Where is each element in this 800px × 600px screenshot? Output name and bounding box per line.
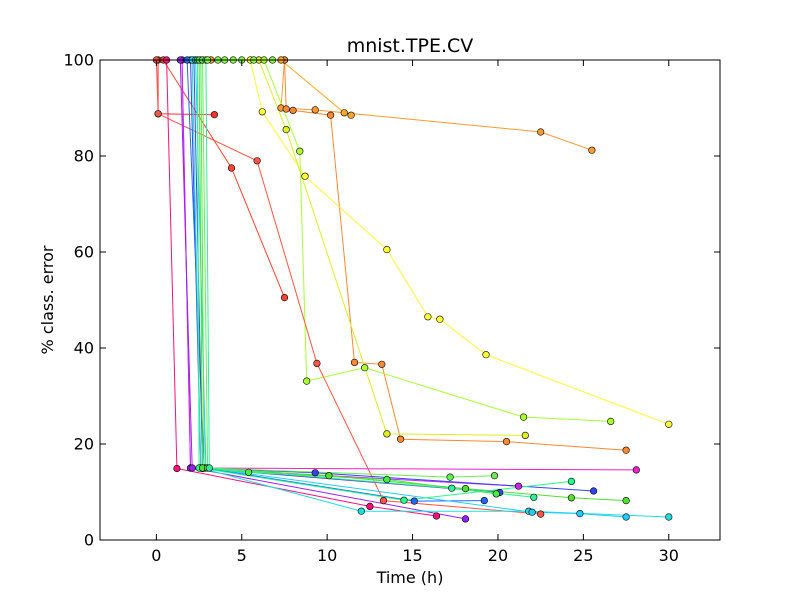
data-point-13-2 (311, 469, 319, 477)
data-point-19-3 (383, 475, 391, 484)
data-point-14-2 (410, 497, 418, 505)
data-point-1-8 (622, 446, 630, 454)
data-point-8-2 (280, 294, 289, 302)
data-point-1-3 (327, 111, 335, 119)
data-point-12-1 (188, 464, 196, 472)
data-point-1-5 (378, 360, 386, 368)
series-line-3 (249, 59, 669, 425)
data-point-19-4 (492, 490, 500, 498)
data-point-7-2 (253, 157, 261, 165)
data-point-7-5 (537, 510, 545, 518)
data-point-9-1 (173, 464, 181, 473)
data-point-10-2 (632, 466, 640, 474)
ticks-group: 0 5 10 15 20 25 30 0 20 40 60 80 100 (63, 51, 720, 565)
data-point-6-2 (210, 111, 218, 119)
y-tick-label: 40 (74, 339, 94, 358)
data-point-11-2 (514, 482, 523, 490)
series-line-4 (258, 59, 526, 436)
x-tick-label: 20 (488, 546, 508, 565)
y-tick-label: 100 (63, 51, 94, 70)
data-point-5-4 (519, 413, 528, 421)
data-point-12-2 (461, 515, 470, 523)
data-point-4-3 (521, 431, 529, 440)
data-point-2-1 (340, 109, 348, 117)
data-point-0-5 (588, 146, 596, 154)
data-point-21-3 (490, 472, 499, 480)
data-point-20-2 (325, 472, 333, 480)
data-point-5-1 (296, 147, 304, 155)
series-line-20 (198, 59, 627, 502)
data-point-1-6 (397, 435, 405, 443)
data-point-3-2 (301, 172, 309, 180)
data-point-3-7 (665, 420, 673, 428)
data-point-13-3 (589, 487, 598, 495)
y-tick-label: 80 (74, 147, 94, 166)
data-point-16-4 (665, 513, 673, 521)
data-point-20-3 (461, 485, 470, 493)
data-point-19-2 (245, 468, 253, 476)
plot-frame (99, 59, 721, 541)
y-tick-label: 0 (84, 531, 94, 550)
data-point-20-4 (567, 494, 576, 502)
data-point-17-2 (528, 508, 536, 516)
data-point-1-1 (282, 105, 290, 113)
data-point-18-3 (567, 477, 576, 486)
series-line-7 (155, 59, 541, 515)
data-point-7-4 (379, 497, 388, 505)
points-group (152, 56, 673, 523)
data-point-17-3 (576, 509, 584, 518)
data-point-5-2 (303, 377, 311, 385)
x-tick-label: 25 (573, 546, 593, 565)
data-point-7-1 (154, 110, 162, 118)
data-point-9-2 (366, 502, 374, 511)
series-line-5 (263, 59, 611, 422)
x-axis-label: Time (h) (376, 568, 444, 587)
data-point-4-1 (282, 126, 290, 134)
y-tick-label: 20 (74, 435, 94, 454)
data-point-16-2 (357, 507, 365, 515)
data-point-22-3 (530, 493, 538, 501)
data-point-3-1 (258, 108, 266, 116)
data-point-17-4 (622, 513, 630, 521)
x-tick-label: 10 (317, 546, 337, 565)
data-point-1-7 (502, 438, 511, 446)
data-point-22-2 (448, 484, 456, 492)
data-point-7-3 (313, 359, 321, 368)
data-point-21-2 (446, 473, 454, 481)
data-point-3-5 (436, 315, 444, 323)
y-tick-label: 60 (74, 243, 94, 262)
data-point-14-3 (480, 497, 488, 505)
y-axis-label: % class. error (38, 245, 57, 354)
x-tick-label: 30 (659, 546, 679, 565)
data-point-3-6 (482, 351, 490, 359)
data-point-0-3 (311, 106, 319, 114)
data-point-3-4 (424, 313, 432, 321)
x-tick-label: 15 (402, 546, 422, 565)
data-point-5-3 (361, 364, 369, 372)
chart-title: mnist.TPE.CV (347, 35, 474, 57)
data-point-18-2 (400, 496, 408, 504)
data-point-0-4 (537, 128, 545, 136)
x-tick-label: 5 (237, 546, 247, 565)
data-point-9-3 (432, 512, 441, 520)
data-point-20-5 (622, 497, 630, 505)
data-point-3-3 (383, 246, 391, 254)
data-point-4-2 (383, 430, 391, 438)
x-tick-label: 0 (151, 546, 161, 565)
data-point-8-1 (227, 164, 236, 172)
data-point-1-4 (350, 358, 359, 367)
data-point-22-1 (205, 464, 213, 472)
data-point-1-2 (289, 106, 297, 114)
data-point-5-5 (607, 417, 615, 426)
data-point-2-2 (347, 111, 355, 119)
